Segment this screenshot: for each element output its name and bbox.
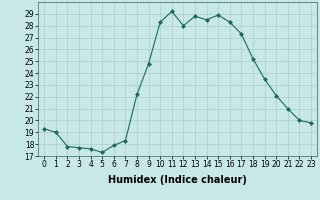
X-axis label: Humidex (Indice chaleur): Humidex (Indice chaleur) — [108, 175, 247, 185]
